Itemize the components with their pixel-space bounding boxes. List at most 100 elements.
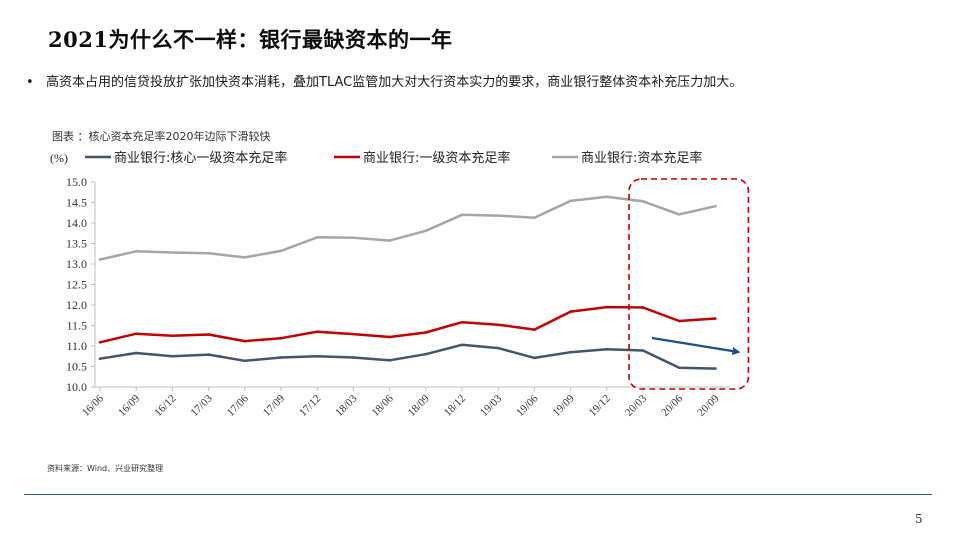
y-tick-label: 10.5: [66, 360, 87, 374]
data-point: [171, 251, 174, 254]
y-axis-unit-label: (%): [50, 151, 68, 165]
x-tick-label: 16/12: [152, 393, 178, 419]
data-point: [279, 336, 283, 340]
x-tick-label: 19/09: [551, 392, 578, 419]
x-axis: 16/06 16/09 16/12 17/03 17/06 17/09 17/12 18/03…: [80, 386, 730, 419]
series-line-0: [99, 343, 716, 370]
data-point: [243, 359, 247, 363]
data-point: [207, 353, 210, 356]
data-point: [533, 328, 536, 331]
legend-label: 商业银行:资本充足率: [581, 150, 702, 166]
data-point: [352, 356, 355, 359]
data-point: [714, 317, 717, 320]
y-tick-label: 11.5: [66, 319, 87, 333]
x-tick-label: 18/03: [333, 392, 360, 419]
source-note: 资料来源：Wind、兴业研究整理: [47, 464, 164, 473]
legend-label: 商业银行:一级资本充足率: [363, 150, 510, 166]
x-tick-label: 20/09: [695, 392, 722, 419]
series-line-1: [99, 305, 716, 344]
data-point: [98, 357, 102, 361]
data-point: [533, 216, 536, 219]
data-point: [460, 320, 464, 324]
x-tick-label: 17/03: [189, 392, 216, 419]
x-tick-label: 19/12: [587, 393, 613, 419]
data-point: [98, 341, 102, 344]
data-point: [134, 351, 138, 355]
data-point: [605, 347, 609, 351]
x-tick-label: 20/03: [623, 392, 650, 419]
x-tick-label: 16/06: [80, 392, 107, 419]
data-point: [569, 310, 572, 313]
data-point: [424, 352, 428, 356]
chart-legend: 商业银行:核心一级资本充足率 商业银行:一级资本充足率 商业银行:资本充足率: [85, 150, 702, 166]
y-axis: 10.0 10.5 11.0 11.5 12.0 12.5 13.0 13.5 14.0 14.5…: [66, 175, 96, 394]
data-point: [207, 333, 210, 336]
data-point: [605, 305, 609, 309]
y-tick-label: 15.0: [66, 175, 87, 189]
x-tick-label: 18/09: [406, 392, 433, 419]
data-point: [714, 367, 717, 370]
data-point: [98, 258, 102, 261]
data-point: [315, 354, 319, 358]
x-tick-label: 16/09: [116, 392, 143, 419]
chart-title: 图表 ：核心资本充足率2020年边际下滑较快: [52, 130, 271, 143]
y-tick-label: 10.0: [66, 380, 87, 394]
x-tick-label: 19/06: [514, 392, 541, 419]
highlight-box: [628, 178, 750, 390]
data-point: [460, 213, 464, 217]
x-tick-label: 18/06: [370, 392, 397, 419]
data-point: [207, 252, 210, 255]
data-point: [496, 346, 500, 350]
data-point: [569, 199, 572, 203]
data-point: [533, 356, 536, 360]
y-tick-label: 13.5: [66, 237, 87, 251]
data-point: [171, 354, 174, 358]
data-point: [388, 359, 391, 362]
data-point: [388, 239, 391, 242]
slide-title: 2021为什么不一样：银行最缺资本的一年: [48, 27, 453, 52]
data-point: [677, 213, 681, 216]
bullet-point: • 高资本占用的信贷投放扩张加快资本消耗，叠加TLAC监管加大对大行资本实力的要求…: [26, 71, 742, 90]
data-point: [243, 339, 247, 343]
bullet-icon: •: [26, 75, 34, 90]
data-point: [677, 319, 681, 323]
x-tick-label: 19/03: [478, 392, 505, 419]
data-point: [496, 323, 500, 326]
line-chart: (%) 商业银行:核心一级资本充足率 商业银行:一级资本充足率 商业银行:资本充足率…: [50, 150, 750, 419]
data-point: [134, 249, 138, 253]
y-tick-label: 13.0: [66, 257, 87, 271]
y-tick-label: 14.0: [66, 216, 87, 230]
y-tick-label: 14.5: [66, 196, 87, 210]
data-point: [641, 349, 645, 352]
x-tick-label: 18/12: [442, 393, 468, 419]
data-point: [677, 366, 681, 370]
data-point: [171, 334, 174, 338]
data-point: [641, 199, 645, 203]
data-point: [569, 350, 572, 354]
data-point: [496, 214, 500, 217]
data-point: [243, 256, 247, 259]
data-point: [605, 195, 609, 199]
trend-arrow: [651, 336, 741, 355]
footer-divider: [24, 494, 932, 495]
data-point: [352, 236, 355, 240]
data-point: [388, 335, 391, 339]
x-tick-label: 17/12: [297, 393, 323, 419]
annotation-layer: [628, 178, 750, 390]
x-tick-label: 17/06: [225, 392, 252, 419]
legend-label: 商业银行:核心一级资本充足率: [114, 150, 287, 166]
data-point: [315, 330, 319, 333]
data-point: [460, 343, 464, 347]
data-point: [279, 249, 283, 253]
page-number: 5: [915, 512, 923, 526]
data-point: [424, 229, 428, 233]
y-tick-label: 12.5: [66, 278, 87, 292]
y-tick-label: 12.0: [66, 298, 87, 312]
series-line-2: [99, 195, 716, 261]
bullet-text: 高资本占用的信贷投放扩张加快资本消耗，叠加TLAC监管加大对大行资本实力的要求，…: [46, 75, 743, 90]
data-point: [714, 204, 717, 208]
data-point: [424, 331, 428, 334]
x-tick-label: 20/06: [659, 392, 686, 419]
series-layer: [98, 195, 717, 370]
data-point: [315, 236, 319, 239]
